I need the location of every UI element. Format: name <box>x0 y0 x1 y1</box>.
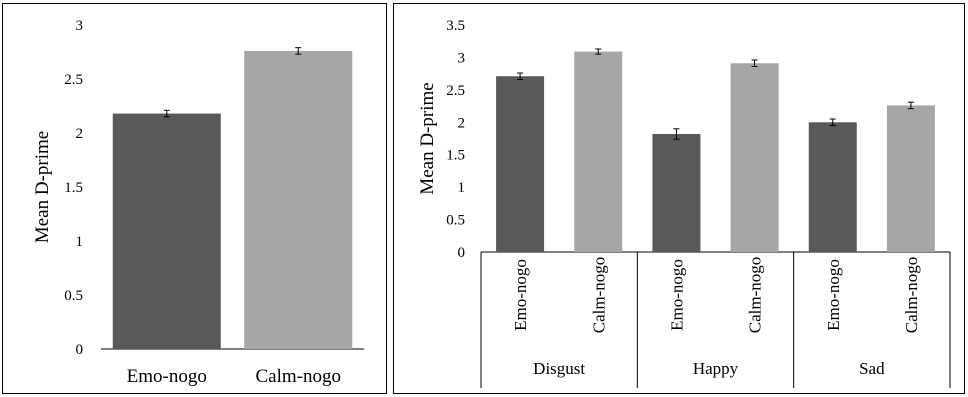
bar-disgust-emo-nogo <box>496 76 545 252</box>
y-tick-label: 1.5 <box>446 148 465 164</box>
right-chart: 0 0.5 1 1.5 2 2.5 3 3.5 Emo-nogo Calm-nogo Disgust… <box>417 18 951 388</box>
group-label: Sad <box>859 359 885 378</box>
y-axis-label: Mean D-prime <box>32 131 53 243</box>
x-tick-label: Calm-nogo <box>256 366 342 387</box>
y-tick-label: 1 <box>458 180 466 196</box>
bar-happy-emo-nogo <box>652 133 701 252</box>
group-label: Disgust <box>533 359 585 378</box>
y-tick-label: 2 <box>458 115 466 131</box>
y-tick-label: 3 <box>458 50 466 66</box>
bar-happy-calm-nogo <box>730 63 779 252</box>
x-tick-label: Emo-nogo <box>127 366 207 387</box>
left-chart: 0 0.5 1 1.5 2 2.5 3 Emo-nogo Calm-nogo Mean D-pri… <box>32 18 364 387</box>
bar-sad-calm-nogo <box>886 105 935 253</box>
y-tick-label: 1.5 <box>64 180 83 196</box>
x-tick-label: Calm-nogo <box>589 257 608 334</box>
x-tick-label: Calm-nogo <box>746 257 765 334</box>
y-tick-label: 1 <box>76 234 84 250</box>
y-tick-label: 0.5 <box>446 213 465 229</box>
x-tick-label: Calm-nogo <box>902 257 921 334</box>
y-tick-label: 0 <box>458 245 466 261</box>
y-axis-label: Mean D-prime <box>417 82 438 194</box>
y-tick-label: 3.5 <box>446 18 465 34</box>
bar-emo-nogo <box>112 113 221 349</box>
x-tick-label: Emo-nogo <box>511 259 530 331</box>
y-tick-label: 2.5 <box>64 72 83 88</box>
x-tick-label: Emo-nogo <box>667 259 686 331</box>
bar-disgust-calm-nogo <box>574 51 623 252</box>
y-tick-label: 0.5 <box>64 288 83 304</box>
y-tick-label: 2.5 <box>446 83 465 99</box>
left-chart-panel: 0 0.5 1 1.5 2 2.5 3 Emo-nogo Calm-nogo Mean D-pri… <box>2 3 387 394</box>
x-tick-label: Emo-nogo <box>824 259 843 331</box>
right-chart-panel: 0 0.5 1 1.5 2 2.5 3 3.5 Emo-nogo Calm-nogo Disgust… <box>393 3 965 394</box>
y-tick-label: 3 <box>76 18 84 34</box>
bar-sad-emo-nogo <box>808 122 857 253</box>
group-label: Happy <box>693 359 739 378</box>
bar-calm-nogo <box>244 50 353 350</box>
y-tick-label: 0 <box>76 342 84 358</box>
y-tick-label: 2 <box>76 126 84 142</box>
